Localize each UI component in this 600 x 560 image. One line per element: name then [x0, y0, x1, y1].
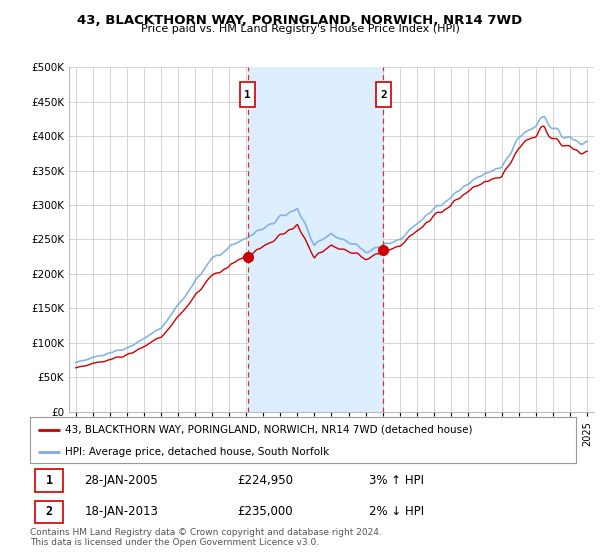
Text: HPI: Average price, detached house, South Norfolk: HPI: Average price, detached house, Sout… [65, 447, 330, 456]
Text: 2% ↓ HPI: 2% ↓ HPI [368, 505, 424, 519]
Bar [376, 82, 391, 107]
Text: 43, BLACKTHORN WAY, PORINGLAND, NORWICH, NR14 7WD: 43, BLACKTHORN WAY, PORINGLAND, NORWICH,… [77, 14, 523, 27]
Bar [240, 82, 256, 107]
Text: 1: 1 [244, 90, 251, 100]
Text: Contains HM Land Registry data © Crown copyright and database right 2024.
This d: Contains HM Land Registry data © Crown c… [30, 528, 382, 547]
Text: £235,000: £235,000 [238, 505, 293, 519]
Text: 28-JAN-2005: 28-JAN-2005 [85, 474, 158, 487]
Text: 2: 2 [46, 505, 53, 519]
Text: 3% ↑ HPI: 3% ↑ HPI [368, 474, 424, 487]
Bar [35, 501, 63, 523]
Bar [35, 469, 63, 492]
Text: £224,950: £224,950 [238, 474, 293, 487]
Text: Price paid vs. HM Land Registry's House Price Index (HPI): Price paid vs. HM Land Registry's House … [140, 24, 460, 34]
Text: 18-JAN-2013: 18-JAN-2013 [85, 505, 158, 519]
Text: 2: 2 [380, 90, 387, 100]
Text: 1: 1 [46, 474, 53, 487]
Text: 43, BLACKTHORN WAY, PORINGLAND, NORWICH, NR14 7WD (detached house): 43, BLACKTHORN WAY, PORINGLAND, NORWICH,… [65, 424, 473, 435]
Bar [248, 67, 383, 412]
